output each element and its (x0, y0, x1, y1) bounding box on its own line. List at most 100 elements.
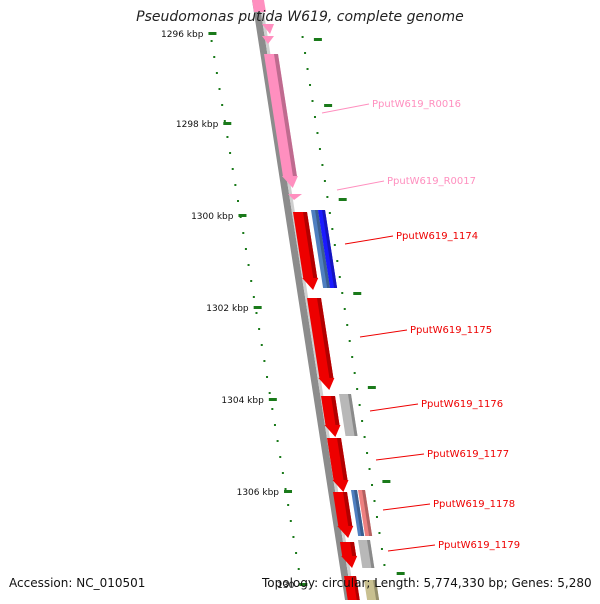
outer-ring-dot (338, 276, 341, 278)
ruler-tick-label: 1300 kbp (191, 212, 234, 222)
ruler-dot (218, 88, 221, 90)
rna-feature-R0016 (264, 54, 298, 188)
gene-arrow-1176-shade (331, 396, 340, 425)
outer-ring-dot (323, 180, 326, 182)
ruler-dot (295, 552, 298, 554)
feature-olive-bottom-shade (373, 580, 380, 600)
feature-steel-1178-shade (354, 490, 365, 536)
outer-ring-dot (336, 260, 339, 262)
gene-label-rna17: PputW619_R0017 (387, 176, 476, 187)
ruler-dot (210, 40, 213, 42)
outer-ring-dot (333, 244, 336, 246)
feature-gray-1179-shade (367, 540, 375, 568)
ruler-tick-label: 1298 kbp (176, 120, 219, 130)
ruler-dot (247, 264, 250, 266)
ruler-dot (250, 280, 253, 282)
outer-ring-dot (316, 132, 319, 134)
gene-arrow-1178-shade (343, 492, 353, 526)
ruler-tick-label: 1302 kbp (206, 304, 249, 314)
ruler-major-tick (223, 122, 232, 125)
outer-ring-dot (368, 468, 371, 470)
gene-label-rna16: PputW619_R0016 (372, 99, 461, 110)
outer-ring-dot (383, 564, 386, 566)
ruler-tick-label: 1296 kbp (161, 30, 204, 40)
outer-ring-tick (313, 38, 322, 41)
ruler-dot (244, 248, 247, 250)
leader-line-rna16 (321, 103, 370, 114)
rna-feature-small (262, 24, 274, 34)
rna-feature-top (252, 0, 266, 12)
outer-ring-dot (380, 548, 383, 550)
outer-ring-dot (331, 228, 334, 230)
ruler-tick-label: 130 (277, 581, 294, 591)
ruler-dot (284, 488, 287, 490)
gene-label-g1176: PputW619_1176 (421, 399, 503, 410)
ruler-dot (242, 232, 245, 234)
ruler-major-tick (299, 583, 308, 586)
outer-ring-dot (353, 372, 356, 374)
gene-label-g1174: PputW619_1174 (396, 231, 478, 242)
ruler-dot (273, 424, 276, 426)
ruler-dot (287, 504, 290, 506)
outer-ring-dot (304, 52, 307, 54)
features (252, 0, 380, 600)
accession-text: Accession: NC_010501 (9, 576, 146, 590)
feature-blue-1174-shade (322, 210, 338, 288)
gene-label-g1178: PputW619_1178 (433, 499, 515, 510)
ruler-tick-label: 1304 kbp (221, 396, 264, 406)
ruler-dot (234, 184, 237, 186)
outer-ring-dot (311, 100, 314, 102)
leader-line-g1179 (387, 544, 436, 552)
gene-label-g1177: PputW619_1177 (427, 449, 509, 460)
ruler-dot (271, 408, 274, 410)
gene-arrow-1177-shade (337, 438, 348, 480)
outer-ring-dot (326, 196, 329, 198)
outer-ring-dot (328, 212, 331, 214)
ruler: 1296 kbp 1298 kbp 1300 kbp 1302 kbp 1304 kbp… (161, 30, 405, 591)
ruler-dot (231, 168, 234, 170)
leader-line-g1176 (369, 403, 419, 412)
outer-ring-dot (366, 452, 369, 454)
ruler-dot (255, 312, 258, 314)
ruler-major-tick (208, 32, 217, 35)
outer-ring-dot (321, 164, 324, 166)
outer-ring-tick (396, 572, 405, 575)
outer-ring-dot (363, 436, 366, 438)
backbone-line (252, 0, 352, 600)
ruler-major-tick (253, 306, 262, 309)
outer-ring-dot (361, 420, 364, 422)
ruler-dot (289, 520, 292, 522)
ruler-dot (229, 152, 232, 154)
outer-ring-dot (373, 500, 376, 502)
gene-arrow-1174-shade (303, 212, 318, 278)
ruler-dot (258, 328, 261, 330)
gene-arrow-1175-shade (317, 298, 334, 378)
outer-ring-tick (382, 480, 391, 483)
feature-salmon-1178-shade (362, 490, 373, 536)
outer-ring-dot (301, 36, 304, 38)
outer-ring-dot (351, 356, 354, 358)
rna-feature-R0016-shade (274, 54, 297, 176)
ruler-dot (292, 536, 295, 538)
leader-line-g1175 (359, 329, 408, 338)
ruler-tick-label: 1306 kbp (237, 488, 280, 498)
gene-arrow-1177 (327, 438, 349, 492)
ruler-major-tick (238, 214, 247, 217)
ruler-dot (266, 376, 269, 378)
outer-ring-dot (346, 324, 349, 326)
outer-ring-dot (371, 484, 374, 486)
outer-ring-dot (313, 116, 316, 118)
outer-ring-dot (306, 68, 309, 70)
outer-ring-dot (375, 516, 378, 518)
ruler-dot (297, 568, 300, 570)
outer-ring-dot (348, 340, 351, 342)
outer-ring-tick (338, 198, 347, 201)
ruler-dot (281, 472, 284, 474)
outer-ring-tick (324, 104, 333, 107)
outer-ring-tick (353, 292, 362, 295)
outer-ring-dot (378, 532, 381, 534)
ruler-dot (268, 392, 271, 394)
rna-feature-R0017 (288, 194, 302, 200)
outer-ring-dot (309, 84, 312, 86)
